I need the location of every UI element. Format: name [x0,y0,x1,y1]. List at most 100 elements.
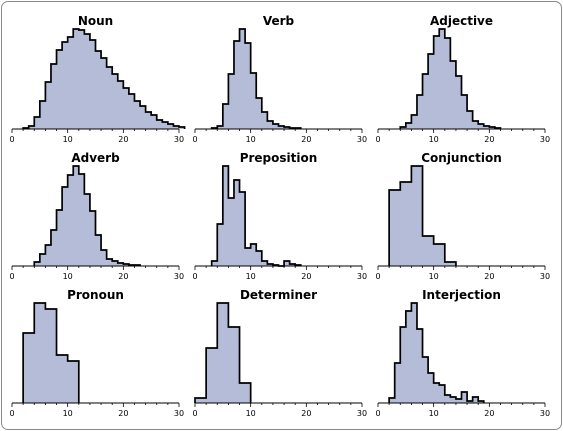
bar [400,127,407,129]
bar [250,244,257,266]
bar [444,262,451,266]
bar [428,236,434,266]
bar [455,76,462,129]
bar [444,395,451,403]
bar [123,264,130,266]
bar [261,261,268,266]
x-tick-label: 30 [357,272,367,281]
histogram-noun: Noun 0 10 20 30 [9,14,186,144]
bar [117,263,124,266]
bar [28,126,35,129]
bar [145,112,152,129]
bar [245,383,251,403]
bar [245,248,251,266]
x-tick-label: 30 [540,135,550,144]
bar [394,363,401,403]
bar [67,361,74,403]
histogram-adjective: Adjective 0 10 20 30 [375,14,550,144]
bar [450,61,457,129]
bar [56,50,63,129]
x-tick-label: 0 [9,409,14,418]
bar [416,166,423,266]
bars-adverb [34,166,141,266]
bar [217,126,224,129]
bar [45,245,52,266]
bar [489,127,496,129]
bar [433,383,440,403]
bar [239,383,246,403]
bar [222,104,229,129]
histogram-outline-adverb [33,165,141,266]
bar [50,309,57,403]
bar [389,190,395,266]
x-tick-label: 0 [192,135,197,144]
bar [62,355,68,403]
bar [222,166,229,266]
histogram-pronoun: Pronoun 0 10 20 30 [9,288,184,418]
x-tick-label: 20 [484,409,494,418]
bar [179,127,185,129]
bar [467,111,473,129]
bar [400,327,407,403]
bar [461,95,468,129]
bar [256,98,263,129]
bar [128,94,135,129]
bar [228,198,235,266]
x-tick-label: 20 [118,135,128,144]
histogram-outline-interjection [388,302,485,403]
bar [267,264,274,266]
bar [233,327,240,403]
bar [233,180,240,266]
histogram-conjunction: Conjunction 0 10 20 30 [375,151,550,281]
bar [200,398,207,403]
x-tick-label: 0 [375,135,380,144]
bars-noun [23,29,185,129]
bar [478,124,485,129]
bar [222,303,229,403]
bar [89,40,96,129]
bar [239,29,246,129]
bar [84,194,91,266]
bar [428,54,434,129]
bar [472,397,479,403]
bars-verb [211,29,302,129]
bars-interjection [389,303,485,403]
bars-preposition [211,166,302,266]
histogram-outline-noun [22,28,186,129]
x-tick-label: 10 [246,135,256,144]
bar [156,120,163,129]
histogram-outline-verb [210,28,302,129]
x-tick-label: 10 [246,409,256,418]
bar [45,82,52,129]
bar [256,251,263,266]
bar [84,34,91,129]
chart-title-preposition: Preposition [240,151,318,165]
histogram-outline-preposition [210,165,302,267]
bar [95,235,102,266]
bar [267,121,274,129]
bar [394,190,401,266]
bar [245,43,251,129]
histogram-outline-pronoun [22,302,80,403]
bar [112,74,119,129]
bar [101,250,107,266]
bar [428,373,434,403]
bar [239,192,246,266]
bars-determiner [195,303,251,403]
bar [56,355,63,403]
histogram-outline-adjective [399,28,502,129]
x-tick-label: 30 [174,272,184,281]
bar [89,211,96,266]
bars-pronoun [23,303,80,403]
bar [450,397,457,403]
bar [483,126,490,129]
chart-title-interjection: Interjection [422,288,501,302]
bar [39,254,46,266]
bar [284,127,290,129]
bar [444,38,451,129]
bar [433,36,440,129]
x-tick-label: 0 [9,272,14,281]
bar [34,303,41,403]
bar [217,303,224,403]
